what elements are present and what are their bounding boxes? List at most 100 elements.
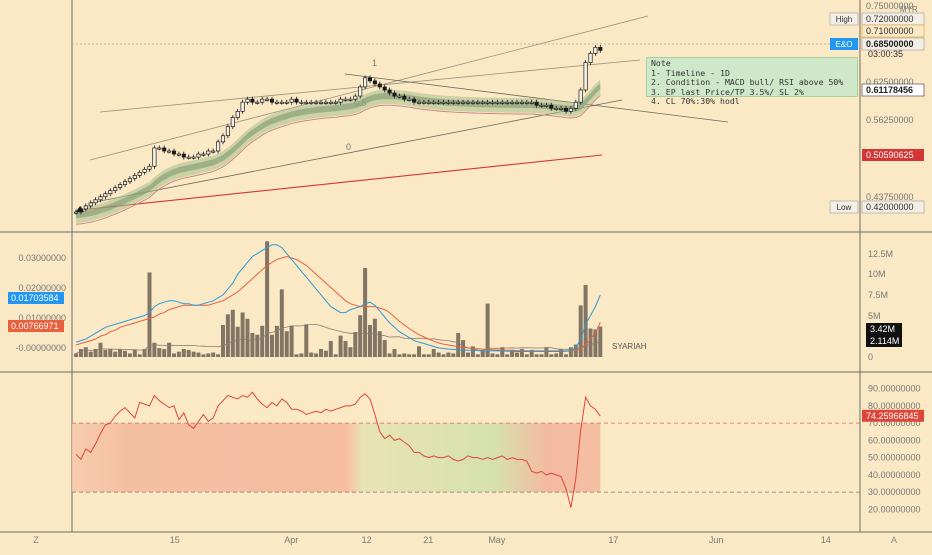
volume-axis-tick: 7.5M <box>868 290 888 300</box>
volume-tag-value: 3.42M <box>870 324 895 334</box>
candle <box>470 101 475 104</box>
candle <box>255 101 260 104</box>
volume-bar <box>598 326 603 357</box>
candle <box>544 104 549 107</box>
high-tag: High 0.72000000 <box>829 12 925 26</box>
candle <box>220 135 226 143</box>
volume-bar <box>113 351 118 357</box>
candle <box>314 101 319 104</box>
rsi-axis-tick: 50.00000000 <box>868 453 921 463</box>
volume-bar <box>162 348 167 357</box>
candle <box>505 101 510 104</box>
note-box: Note 1- Timeline - 1D 2. Condition - MAC… <box>646 57 858 106</box>
volume-bar <box>157 348 162 357</box>
candle <box>490 101 495 104</box>
volume-bar <box>544 347 549 357</box>
candle <box>583 62 588 91</box>
volume-bar <box>451 353 456 357</box>
last-price-tag-label-box <box>830 38 858 50</box>
candle <box>367 77 373 82</box>
candle <box>524 101 529 104</box>
volume-bar <box>490 353 495 357</box>
volume-bar <box>554 353 559 357</box>
volume-ma-tag-value: 2.114M <box>870 336 899 346</box>
countdown-timer: 03:00:35 <box>868 49 903 59</box>
volume-bar <box>289 325 294 357</box>
price-axis-tick: 0.75000000 <box>866 1 914 11</box>
volume-bar <box>323 350 328 357</box>
volume-bar <box>147 272 152 357</box>
volume-bar <box>402 353 407 357</box>
candle <box>201 153 206 156</box>
last-price-tag: E&O 0.68500000 <box>830 37 925 51</box>
high-tag-label-box <box>829 12 859 26</box>
macd-axis-tick: 0.03000000 <box>18 253 66 263</box>
volume-bar <box>196 352 201 357</box>
volume-tag-box <box>866 323 902 335</box>
candle <box>216 141 221 152</box>
candle <box>358 86 363 97</box>
low-marker <box>76 206 84 212</box>
candle <box>416 101 422 104</box>
low-tag-label-box <box>829 200 859 214</box>
volume-ma-line <box>75 324 601 354</box>
volume-bar <box>211 352 216 357</box>
rsi-band-fill <box>72 423 601 493</box>
candle <box>392 92 397 97</box>
volume-bar <box>265 241 270 357</box>
volume-bar <box>206 353 211 357</box>
candle <box>186 156 191 159</box>
candle <box>456 101 461 104</box>
candle <box>171 150 177 155</box>
note-title: Note <box>651 58 671 68</box>
volume-axis-tick: 12.5M <box>868 249 893 259</box>
volume-bar <box>98 342 103 357</box>
volume-bar <box>118 348 123 357</box>
volume-bar <box>485 303 490 357</box>
time-axis-tick: Apr <box>284 535 298 545</box>
time-axis-tick: 12 <box>362 535 372 545</box>
volume-bar <box>363 268 368 357</box>
price-axis-tick: 0.62500000 <box>866 77 914 87</box>
candle <box>176 153 181 156</box>
volume-bar <box>392 348 397 357</box>
volume-bar <box>88 351 93 357</box>
candle <box>598 46 603 51</box>
candle <box>412 98 417 103</box>
volume-bar <box>343 340 348 357</box>
candle <box>98 196 103 201</box>
level-tag: 0.71000000 <box>861 24 925 38</box>
candle <box>377 83 382 88</box>
volume-bar <box>505 354 510 357</box>
volume-bar <box>421 354 426 357</box>
volume-bar <box>524 354 529 357</box>
candle <box>304 101 309 104</box>
candle <box>465 101 471 104</box>
ma-value-tag-box <box>861 83 925 97</box>
candle <box>289 98 294 103</box>
volume-bar <box>382 340 387 357</box>
volume-bar <box>270 334 274 357</box>
candle <box>333 101 338 104</box>
candle <box>122 181 128 185</box>
volume-bar <box>358 315 363 357</box>
candle <box>441 101 446 104</box>
candle <box>363 77 368 88</box>
volume-bar <box>314 353 319 357</box>
volume-bar <box>245 318 250 357</box>
channel-upper-line <box>89 15 649 161</box>
candle <box>73 211 79 214</box>
candle <box>554 107 559 110</box>
ma-value-tag: 0.61178456 <box>861 83 925 97</box>
level-tag-box <box>861 24 925 38</box>
candle <box>500 101 505 104</box>
volume-bar <box>436 352 441 357</box>
fib-label: 1 <box>372 58 377 68</box>
ma-value-tag-value: 0.61178456 <box>866 85 913 95</box>
candle <box>196 153 201 158</box>
candle <box>563 107 569 112</box>
note-line: 4. CL 70%:30% hodl <box>651 96 740 107</box>
volume-bar <box>328 340 333 357</box>
price-axis-tick: 0.43750000 <box>866 192 914 202</box>
